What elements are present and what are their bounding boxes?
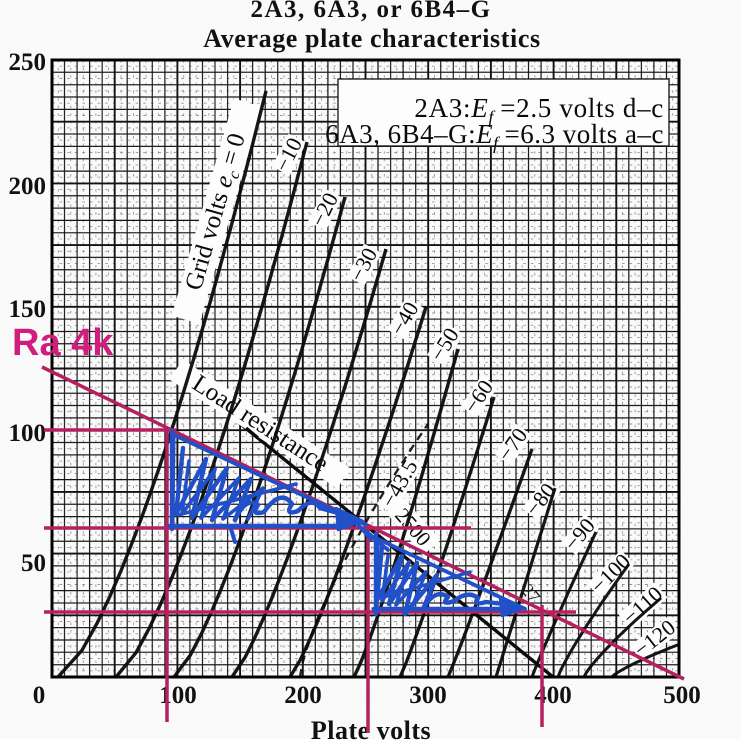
svg-text:0: 0 bbox=[33, 682, 46, 709]
svg-text:Average plate characteristics: Average plate characteristics bbox=[203, 24, 540, 53]
svg-text:300: 300 bbox=[409, 682, 447, 709]
svg-text:2A3:Ef =2.5 volts d–c: 2A3:Ef =2.5 volts d–c bbox=[414, 93, 664, 127]
svg-text:500: 500 bbox=[663, 682, 701, 709]
svg-text:100: 100 bbox=[9, 420, 47, 447]
svg-text:2A3, 6A3, or 6B4–G: 2A3, 6A3, or 6B4–G bbox=[250, 0, 491, 23]
svg-text:50: 50 bbox=[21, 550, 46, 577]
svg-text:200: 200 bbox=[284, 682, 322, 709]
svg-text:100: 100 bbox=[159, 682, 197, 709]
svg-text:Plate volts: Plate volts bbox=[311, 716, 431, 745]
svg-text:250: 250 bbox=[9, 49, 47, 76]
svg-text:150: 150 bbox=[9, 296, 47, 323]
svg-text:Ra 4k: Ra 4k bbox=[12, 322, 114, 364]
svg-text:400: 400 bbox=[534, 682, 572, 709]
svg-text:200: 200 bbox=[9, 173, 47, 200]
